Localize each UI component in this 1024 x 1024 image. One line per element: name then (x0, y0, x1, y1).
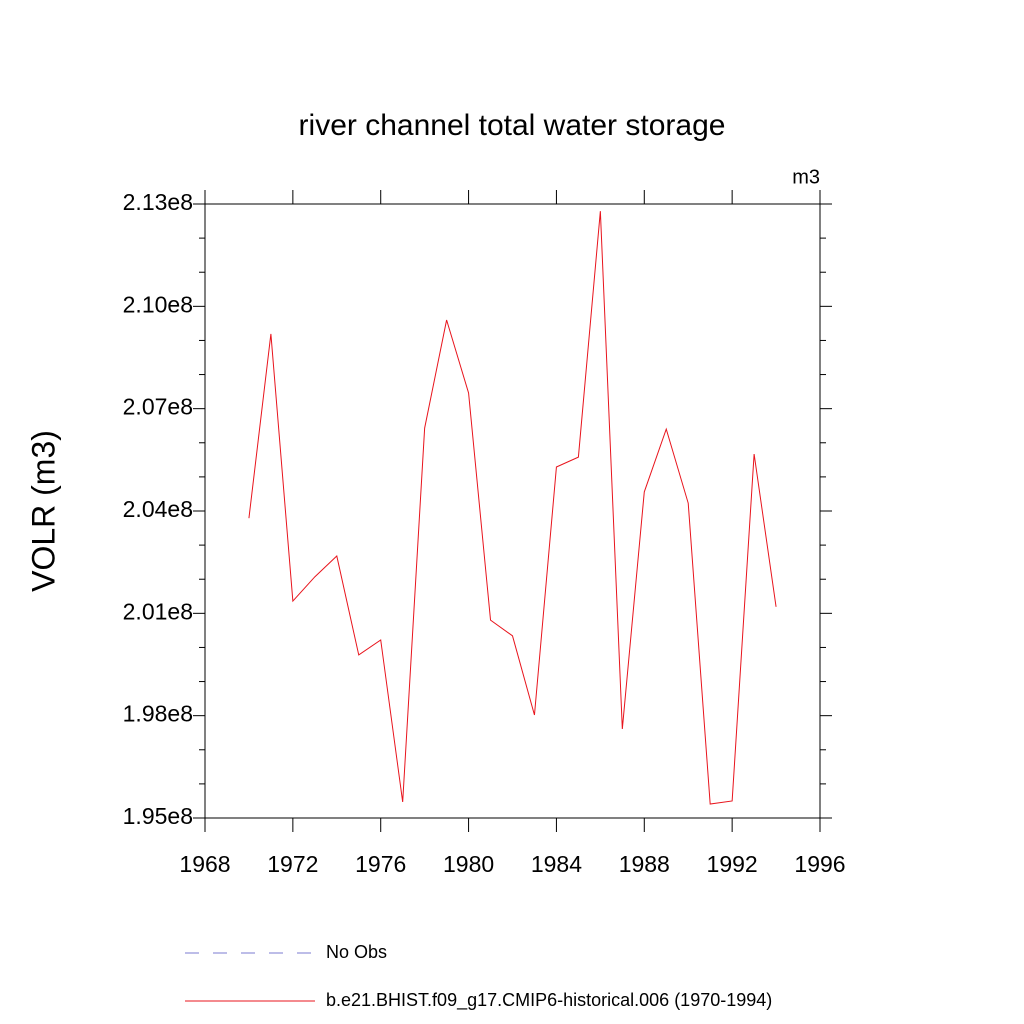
y-tick-label: 2.10e8 (123, 291, 193, 317)
x-tick-label: 1988 (619, 851, 670, 877)
x-tick-label: 1992 (707, 851, 758, 877)
units-label: m3 (792, 166, 820, 188)
y-tick-label: 2.01e8 (123, 598, 193, 624)
y-tick-label: 2.04e8 (123, 496, 193, 522)
x-tick-label: 1976 (355, 851, 406, 877)
x-tick-label: 1996 (794, 851, 845, 877)
legend-label: No Obs (326, 942, 387, 962)
x-tick-label: 1980 (443, 851, 494, 877)
plot-frame (204, 203, 821, 819)
y-axis-label: VOLR (m3) (25, 430, 61, 592)
x-tick-label: 1972 (267, 851, 318, 877)
chart-title: river channel total water storage (299, 109, 726, 142)
x-tick-label: 1968 (179, 851, 230, 877)
legend-label: b.e21.BHIST.f09_g17.CMIP6-historical.006… (326, 990, 772, 1011)
x-tick-label: 1984 (531, 851, 582, 877)
y-tick-label: 1.98e8 (123, 701, 193, 727)
y-tick-label: 2.13e8 (123, 189, 193, 215)
y-tick-label: 2.07e8 (123, 394, 193, 420)
data-line (248, 211, 777, 805)
y-tick-label: 1.95e8 (123, 803, 193, 829)
